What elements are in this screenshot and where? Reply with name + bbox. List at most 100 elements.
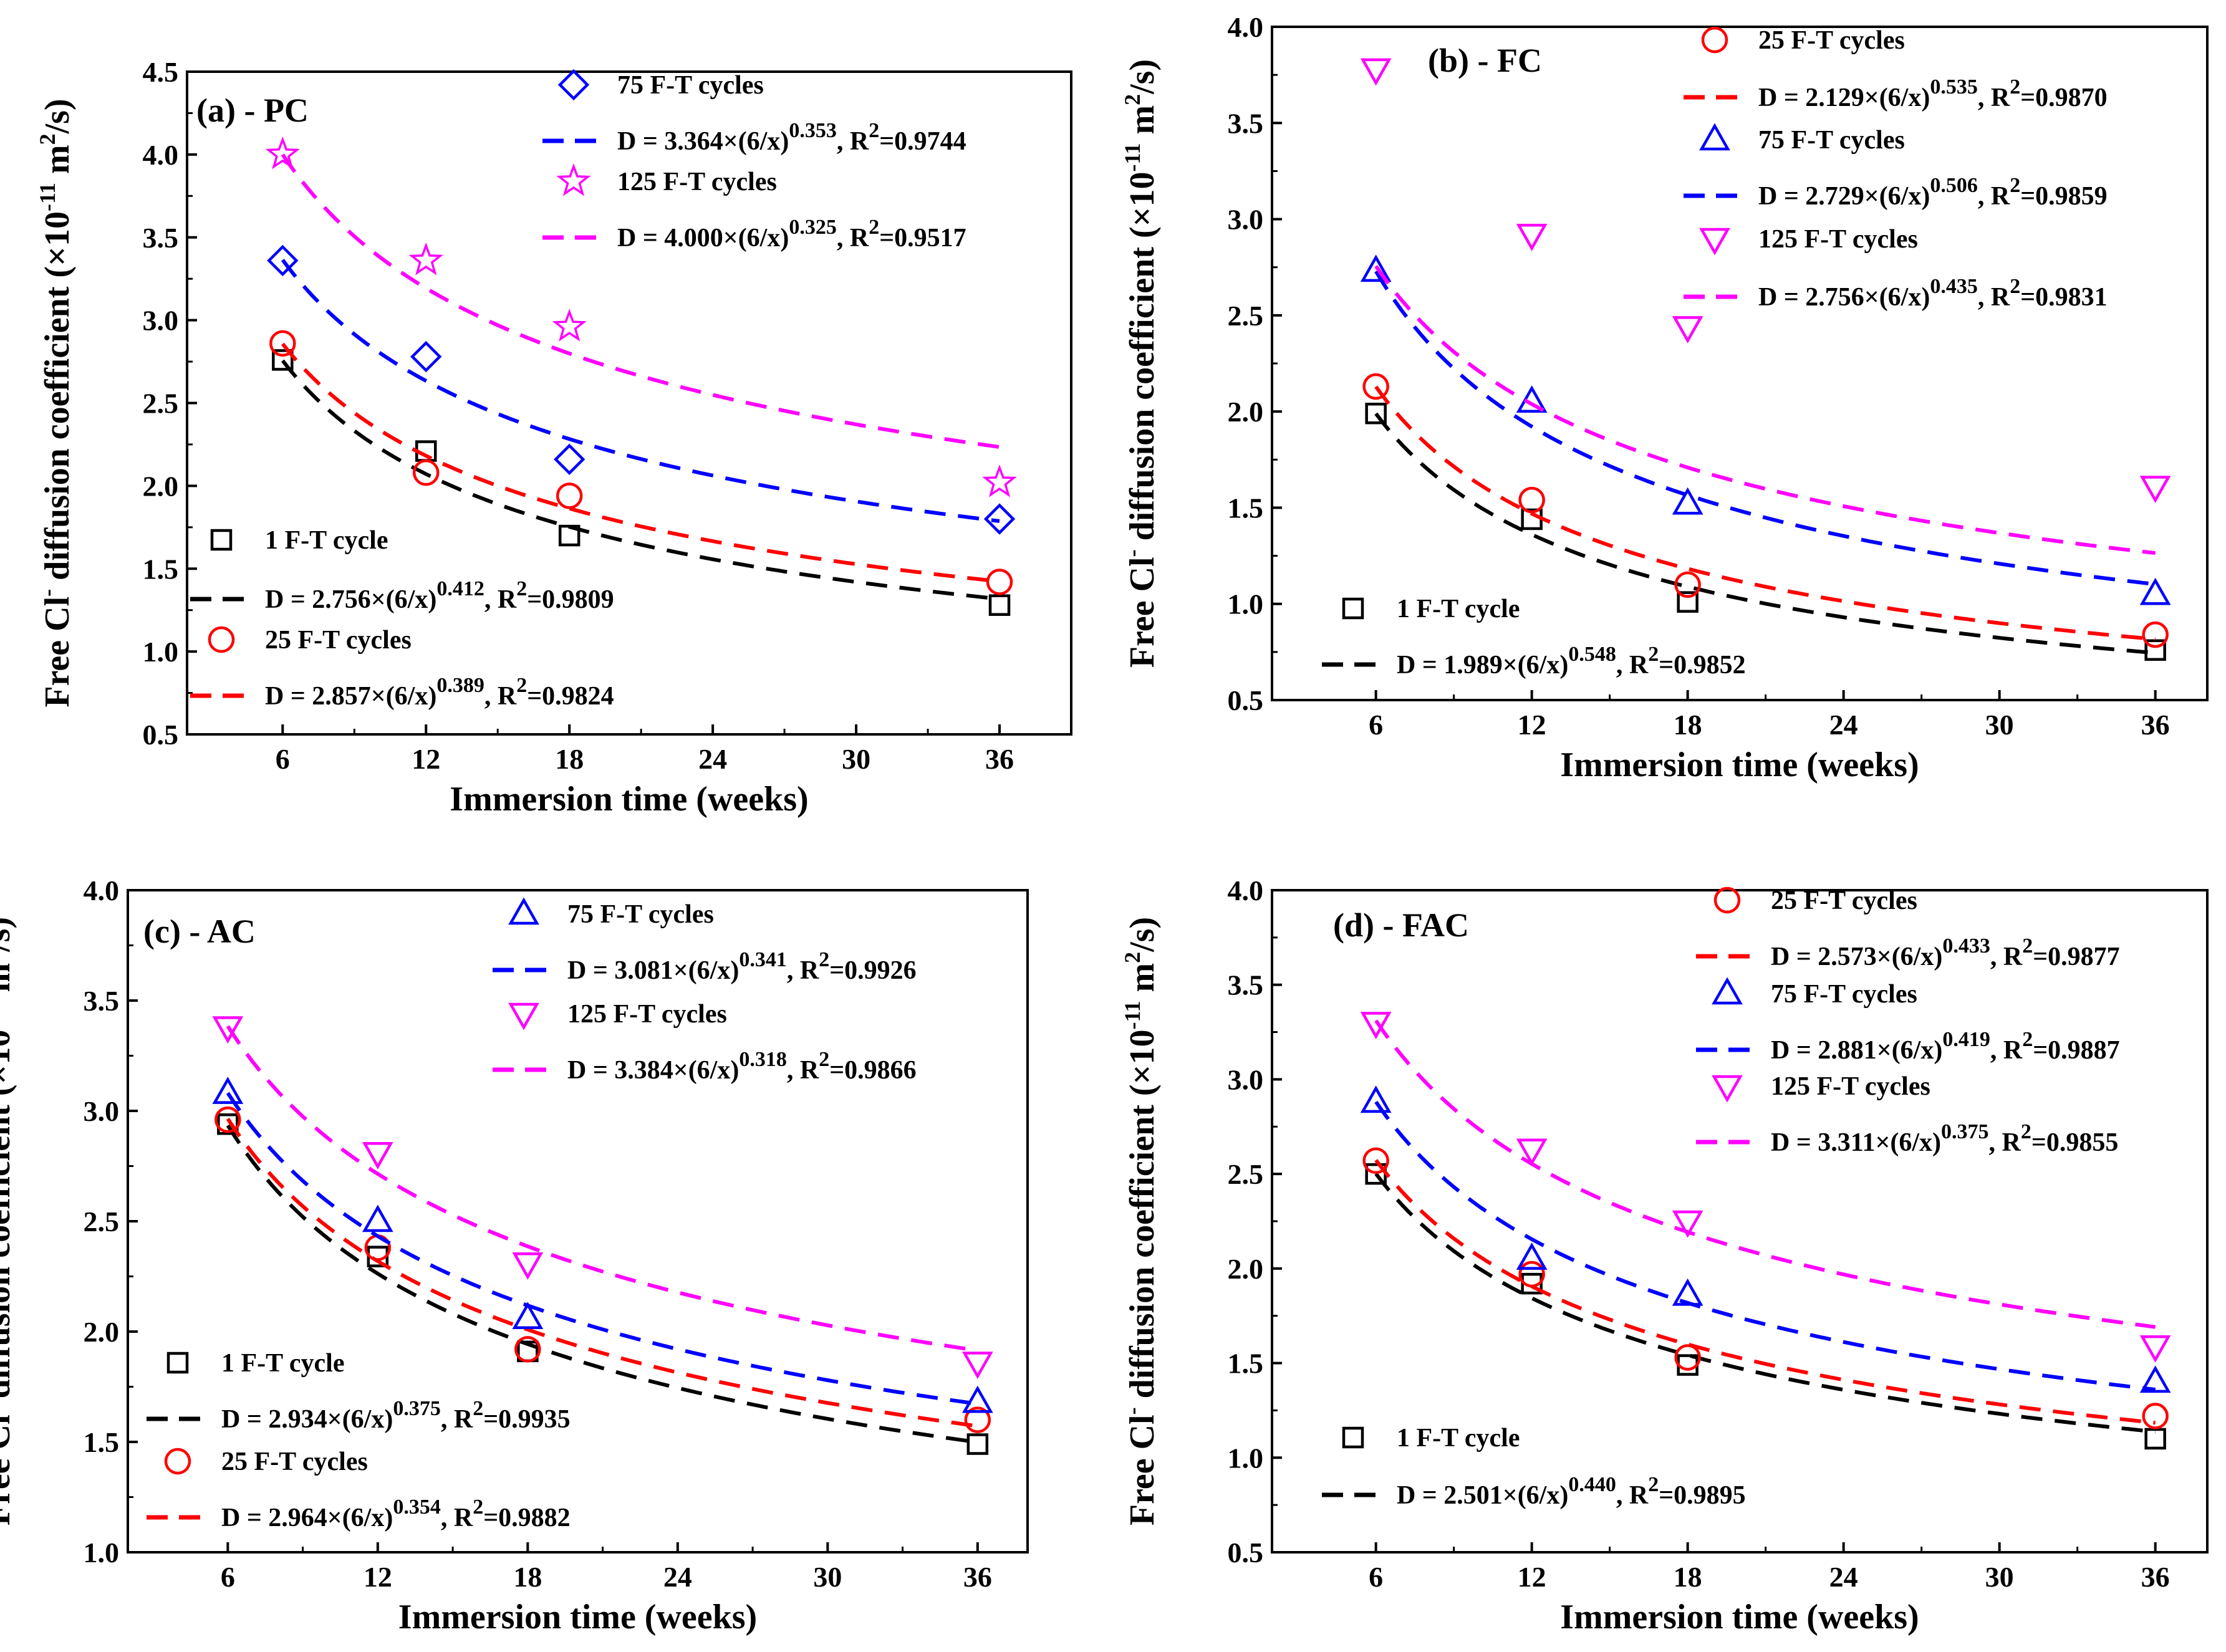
y-tick-label: 3.0 [1228,1064,1264,1095]
data-point [1360,58,1392,86]
y-tick-label: 1.5 [143,553,179,585]
fit-curve-0 [226,1124,978,1444]
x-tick-label: 36 [985,743,1014,775]
fit-curve-3 [1374,265,2156,555]
fit-curve-2 [1374,270,2156,587]
data-point [554,443,585,476]
legend-marker [557,69,590,101]
legend-marker [210,529,233,551]
x-tick-label: 18 [555,743,584,775]
chart-panel-d: 0.5 1.0 1.5 2.0 2.5 3.0 3.5 4.0 6 12 18 24 30 36 Immer… [1120,875,2209,1636]
data-point [1674,1344,1701,1371]
data-point [2144,639,2166,661]
legend-label: 1 F-T cycle [221,1349,345,1378]
data-point [1518,1261,1545,1288]
y-tick-label: 2.0 [143,470,179,502]
data-point [2142,1403,2169,1429]
panel-title: (c) - AC [143,913,256,950]
data-point [410,340,442,373]
y-tick-label: 1.0 [143,636,179,668]
data-point [2139,1365,2171,1393]
legend-equation: D = 4.000×(6/x)0.325, R2=0.9517 [617,216,966,252]
legend-label: 1 F-T cycle [265,526,388,555]
data-point [1360,254,1392,282]
data-point [2139,476,2171,504]
x-tick-label: 36 [2141,1561,2170,1593]
y-tick-label: 0.5 [1228,684,1264,716]
data-point [1518,486,1545,514]
legend-equation: D = 3.081×(6/x)0.341, R2=0.9926 [567,948,917,985]
plot-frame [1271,889,2209,1554]
data-point [1674,571,1701,598]
data-point [408,242,443,276]
data-point [2144,1428,2166,1450]
y-tick-label: 3.5 [84,985,120,1017]
x-tick-label: 24 [1829,709,1858,741]
data-point [2139,1335,2171,1363]
legend-marker [1699,228,1730,256]
x-tick-label: 18 [1674,709,1702,741]
data-point [1516,224,1548,251]
legend-marker [1713,886,1741,914]
data-point [2139,577,2171,605]
legend-label: 125 F-T cycles [1771,1072,1930,1101]
fit-curve-1 [1374,1159,2156,1425]
data-point [1672,316,1703,343]
y-tick-label: 1.0 [1228,1442,1264,1474]
y-tick-label: 3.5 [1228,969,1264,1001]
data-point [1521,1272,1543,1295]
data-point [1360,1012,1392,1039]
data-point [512,1302,544,1330]
legend-equation: D = 2.573×(6/x)0.433, R2=0.9877 [1771,934,2120,971]
legend-equation: D = 2.729×(6/x)0.506, R2=0.9859 [1758,174,2108,211]
x-tick-label: 30 [1985,1561,2014,1593]
y-tick-label: 0.5 [143,719,179,751]
y-tick-label: 1.0 [84,1537,120,1568]
data-point [961,1352,993,1380]
chart-panel-c: 1.0 1.5 2.0 2.5 3.0 3.5 4.0 6 12 18 24 30 36 Immersio… [0,875,1029,1636]
fit-curve-0 [281,359,1000,601]
legend-label: 1 F-T cycle [1397,595,1520,623]
x-tick-label: 18 [513,1561,542,1593]
legend-label: 125 F-T cycles [1758,225,1918,254]
chart-panel-b: 0.5 1.0 1.5 2.0 2.5 3.0 3.5 4.0 6 12 18 24 30 36 Immer… [1120,11,2209,784]
data-point [362,1204,393,1232]
y-tick-label: 1.5 [84,1426,120,1458]
fit-curve-1 [1374,385,2156,641]
x-tick-label: 24 [1829,1561,1858,1593]
legend-label: 75 F-T cycles [1771,980,1917,1009]
y-tick-label: 4.0 [1228,875,1264,906]
legend-equation: D = 3.384×(6/x)0.318, R2=0.9866 [567,1048,917,1085]
legend-label: 75 F-T cycles [617,71,764,100]
data-point [412,459,440,486]
y-tick-label: 4.0 [1228,11,1264,43]
y-tick-label: 2.0 [84,1316,120,1348]
y-tick-label: 4.0 [84,875,120,906]
legend-label: 1 F-T cycle [1397,1424,1520,1453]
x-tick-label: 6 [221,1561,235,1593]
data-point [269,330,296,357]
data-point [1672,1278,1703,1306]
x-tick-label: 12 [1518,1561,1546,1593]
y-tick-label: 1.0 [1228,588,1264,620]
x-tick-label: 30 [1985,709,2014,741]
data-point [217,1113,239,1135]
y-tick-label: 2.5 [143,388,179,420]
legend-marker [166,1352,189,1374]
fit-curve-0 [1374,1172,2156,1434]
panel-title: (d) - FAC [1333,906,1469,944]
x-tick-label: 6 [1369,1561,1383,1593]
data-point [558,524,581,547]
y-tick-label: 2.5 [84,1206,120,1237]
y-tick-label: 4.5 [143,56,179,88]
y-tick-label: 3.0 [143,305,179,337]
legend-label: 75 F-T cycles [567,900,714,929]
legend-equation: D = 2.934×(6/x)0.375, R2=0.9935 [221,1397,571,1434]
legend-marker [508,897,539,925]
data-point [552,309,587,342]
y-axis-label: Free Cl- diffusion coefficient (×10-11 m… [1120,917,1162,1525]
data-point [265,136,300,170]
x-tick-label: 36 [963,1561,992,1593]
x-tick-label: 12 [364,1561,392,1593]
